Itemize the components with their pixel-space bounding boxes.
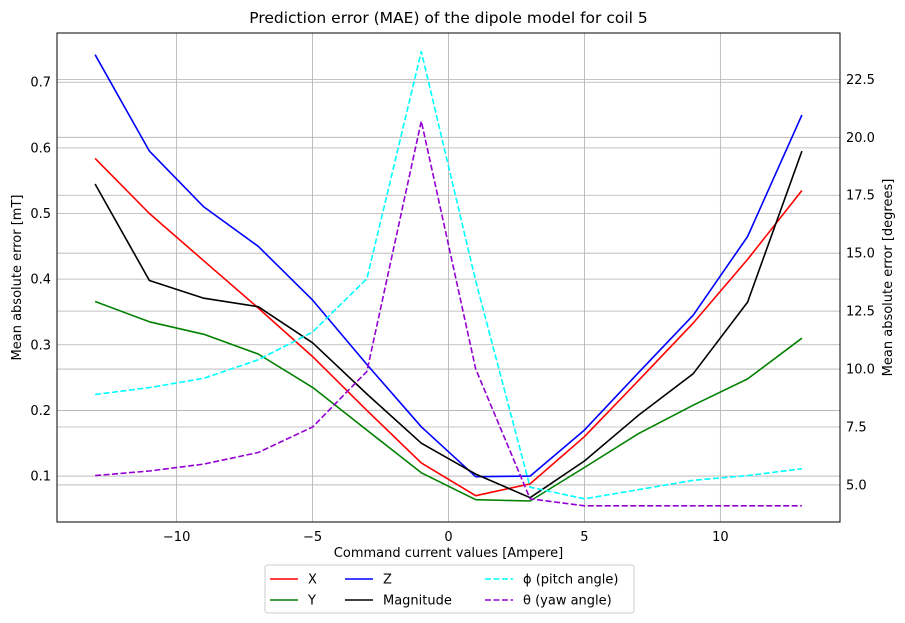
legend-label: ϕ (pitch angle) xyxy=(523,573,618,588)
legend-box xyxy=(264,564,635,614)
legend: XY Z Magnitude ϕ (pitch angle) θ (yaw angle) xyxy=(264,564,635,614)
y2-tick-label: 20.0 xyxy=(846,131,875,146)
legend-label: Y xyxy=(307,594,316,609)
x-axis-ticks: −10 −5 0 5 10 xyxy=(163,530,729,545)
x-tick-label: 5 xyxy=(580,530,588,545)
series-line-y xyxy=(94,300,803,502)
y2-tick-label: 7.5 xyxy=(846,420,867,435)
y2-tick-label: 5.0 xyxy=(846,478,867,493)
y-tick-label: 0.7 xyxy=(30,76,51,91)
y2-axis-label: Mean absolute error [degrees] xyxy=(881,179,896,377)
series-line--yaw-angle- xyxy=(95,120,802,507)
legend-label: Magnitude xyxy=(383,594,452,609)
y2-tick-label: 22.5 xyxy=(846,73,875,88)
y2-tick-label: 17.5 xyxy=(846,189,875,204)
y2-tick-label: 12.5 xyxy=(846,305,875,320)
legend-label: Z xyxy=(383,573,392,588)
series-line-z xyxy=(94,54,803,478)
legend-label: X xyxy=(308,573,317,588)
series-line--pitch-angle- xyxy=(94,50,803,500)
chart-title: Prediction error (MAE) of the dipole mod… xyxy=(249,9,647,27)
y2-tick-label: 10.0 xyxy=(846,363,875,378)
y2-axis-ticks: 5.0 7.5 10.0 12.5 15.0 17.5 20.0 22.5 xyxy=(846,73,875,494)
x-axis-label: Command current values [Ampere] xyxy=(334,546,563,561)
y-axis-label: Mean absolute error [mT] xyxy=(10,195,25,361)
y-tick-label: 0.2 xyxy=(30,404,51,419)
grid xyxy=(57,33,840,522)
y-tick-label: 0.5 xyxy=(30,207,51,222)
y-tick-label: 0.6 xyxy=(30,141,51,156)
y-tick-label: 0.1 xyxy=(30,470,51,485)
y2-tick-label: 15.0 xyxy=(846,247,875,262)
y-tick-label: 0.3 xyxy=(30,338,51,353)
plot-frame xyxy=(56,32,841,523)
x-tick-label: 0 xyxy=(444,530,452,545)
series-lines xyxy=(94,50,803,507)
series-line-magnitude xyxy=(94,150,803,499)
y-tick-label: 0.4 xyxy=(30,273,51,288)
x-tick-label: −5 xyxy=(303,530,322,545)
series-line-x xyxy=(94,157,803,497)
legend-label: θ (yaw angle) xyxy=(523,594,612,609)
y-axis-ticks: 0.1 0.2 0.3 0.4 0.5 0.6 0.7 xyxy=(30,76,51,485)
x-tick-label: 10 xyxy=(712,530,729,545)
x-tick-label: −10 xyxy=(163,530,190,545)
